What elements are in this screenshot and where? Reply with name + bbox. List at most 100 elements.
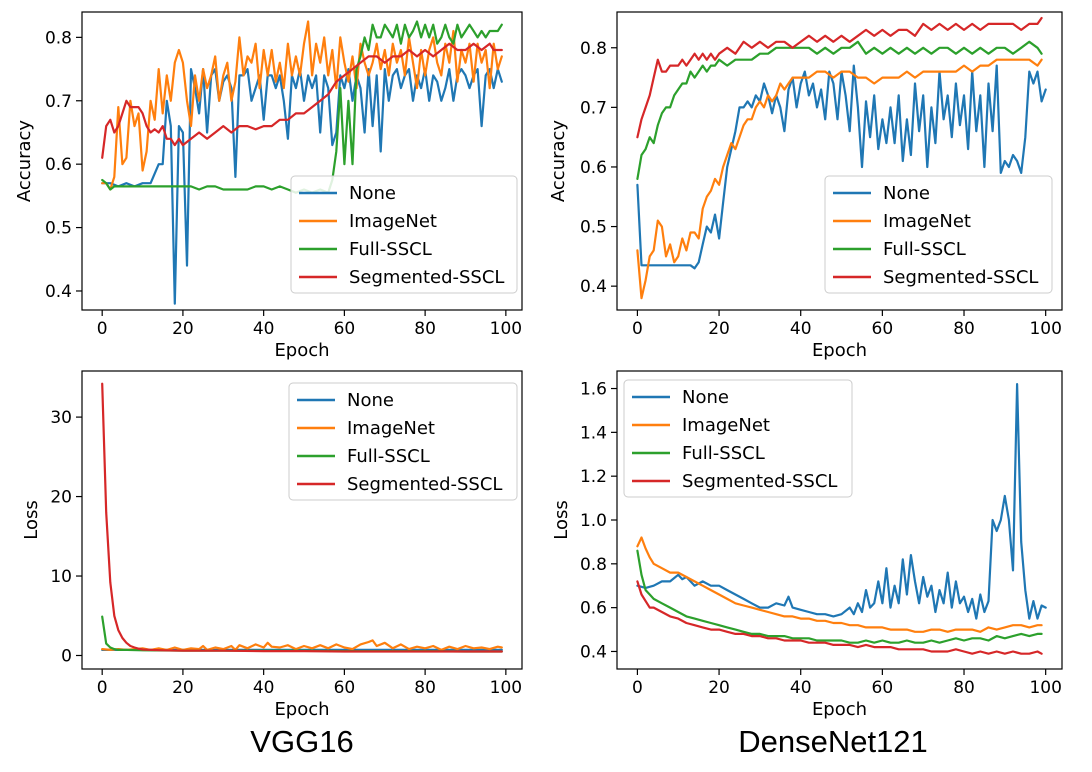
series-group (636, 383, 1047, 655)
series-line-segmented-sscl (636, 580, 1043, 655)
legend-label-imagenet: ImageNet (682, 415, 770, 436)
x-tick-label: 40 (253, 678, 275, 698)
axes-frame (81, 370, 523, 670)
x-tick-label: 0 (97, 319, 108, 339)
y-tick-label: 0.4 (580, 642, 607, 662)
legend-label-none: None (349, 183, 396, 204)
legend-label-full-sscl: Full-SSCL (347, 446, 430, 467)
legend-label-imagenet: ImageNet (347, 418, 435, 439)
y-tick-label: 1.0 (580, 511, 607, 531)
series-line-none (101, 67, 503, 305)
legend-label-full-sscl: Full-SSCL (682, 443, 765, 464)
x-tick-label: 20 (708, 319, 730, 339)
series-line-none (636, 383, 1047, 620)
y-tick-label: 0.8 (580, 555, 607, 575)
series-line-full-sscl (636, 549, 1043, 644)
series-line-imagenet (101, 20, 503, 191)
x-tick-label: 60 (872, 678, 894, 698)
series-line-full-sscl (101, 20, 503, 194)
y-tick-label: 1.2 (580, 467, 607, 487)
legend-label-imagenet: ImageNet (349, 211, 437, 232)
y-axis-label: Loss (21, 500, 42, 539)
x-tick-label: 100 (490, 319, 522, 339)
legend-box (623, 379, 853, 498)
legend-label-imagenet: ImageNet (883, 211, 971, 232)
legend: None ImageNet Full-SSCL Segmented-SSCL (290, 175, 518, 294)
legend-label-segmented-sscl: Segmented-SSCL (883, 267, 1038, 288)
x-tick-label: 100 (490, 678, 522, 698)
y-tick-label: 1.6 (580, 380, 607, 400)
series-group (636, 16, 1047, 300)
chart-densenet121-accuracy: 0 20 40 60 80 100 0.4 0.5 0.6 0.7 0.8 Epoch Accuracy… (548, 11, 1063, 361)
y-tick-label: 0.6 (580, 599, 607, 619)
y-tick-label: 0.5 (45, 219, 72, 239)
y-tick-label: 0.4 (45, 282, 72, 302)
legend-label-none: None (347, 390, 394, 411)
series-line-segmented-sscl (101, 42, 503, 159)
y-tick-label: 0.7 (580, 98, 607, 118)
x-tick-label: 60 (872, 319, 894, 339)
y-tick-label: 0 (61, 646, 72, 666)
y-tick-label: 0.5 (580, 218, 607, 238)
legend-box (824, 175, 1053, 294)
x-axis-label: Epoch (812, 699, 867, 720)
y-axis-label: Accuracy (14, 120, 35, 203)
legend-label-full-sscl: Full-SSCL (349, 239, 432, 260)
legend: None ImageNet Full-SSCL Segmented-SSCL (288, 382, 518, 501)
x-tick-label: 0 (97, 678, 108, 698)
x-axis-label: Epoch (274, 340, 329, 361)
x-tick-label: 20 (172, 319, 194, 339)
x-axis-label: Epoch (274, 699, 329, 720)
x-tick-label: 40 (253, 319, 275, 339)
series-group (101, 20, 503, 305)
caption-vgg16: VGG16 (250, 724, 353, 759)
legend: None ImageNet Full-SSCL Segmented-SSCL (623, 379, 853, 498)
x-tick-label: 80 (953, 678, 975, 698)
y-tick-label: 0.8 (580, 39, 607, 59)
y-tick-label: 0.4 (580, 277, 607, 297)
legend-box (288, 382, 518, 501)
legend-label-segmented-sscl: Segmented-SSCL (682, 471, 837, 492)
legend-label-full-sscl: Full-SSCL (883, 239, 966, 260)
x-tick-label: 20 (172, 678, 194, 698)
legend-label-none: None (883, 183, 930, 204)
y-tick-label: 10 (50, 567, 72, 587)
series-line-none (636, 64, 1047, 270)
y-tick-label: 1.4 (580, 423, 607, 443)
x-tick-label: 80 (414, 678, 436, 698)
x-tick-label: 60 (334, 319, 356, 339)
x-tick-label: 100 (1029, 678, 1061, 698)
chart-panels: 0 20 40 60 80 1000.40.50.60.70.8EpochAccuracy… (14, 11, 1063, 720)
caption-densenet121: DenseNet121 (738, 724, 928, 759)
x-tick-label: 0 (632, 319, 643, 339)
x-tick-label: 20 (708, 678, 730, 698)
x-tick-label: 40 (790, 319, 812, 339)
legend: None ImageNet Full-SSCL Segmented-SSCL (824, 175, 1053, 294)
series-line-imagenet (101, 639, 503, 652)
y-axis-label: Accuracy (548, 120, 569, 203)
series-line-segmented-sscl (101, 382, 503, 653)
x-tick-label: 0 (632, 678, 643, 698)
chart-densenet121-loss: 0 20 40 60 80 100 0.4 0.6 0.8 1.0 1.2 1.4 1.6 Epoch Lo… (551, 370, 1063, 720)
series-line-full-sscl (636, 40, 1043, 180)
x-tick-label: 40 (790, 678, 812, 698)
chart-vgg16-loss: 0 20 40 60 80 100 0 10 20 30 Epoch Loss None ImageNet… (21, 370, 523, 720)
y-tick-label: 0.6 (45, 155, 72, 175)
series-line-imagenet (636, 58, 1043, 300)
chart-vgg16-accuracy: 0 20 40 60 80 100 0.4 0.5 0.6 0.7 0.8 Epoch Accuracy… (14, 11, 523, 361)
series-group (101, 382, 503, 653)
x-tick-label: 60 (334, 678, 356, 698)
y-axis-label: Loss (551, 500, 572, 539)
legend-label-segmented-sscl: Segmented-SSCL (347, 474, 502, 495)
x-axis-label: Epoch (812, 340, 867, 361)
x-tick-label: 80 (414, 319, 436, 339)
y-tick-label: 0.6 (580, 158, 607, 178)
axes-frame (81, 11, 523, 311)
y-tick-label: 0.8 (45, 28, 72, 48)
y-tick-label: 0.7 (45, 92, 72, 112)
series-line-imagenet (636, 536, 1043, 633)
legend-label-segmented-sscl: Segmented-SSCL (349, 267, 504, 288)
series-line-segmented-sscl (636, 16, 1043, 139)
